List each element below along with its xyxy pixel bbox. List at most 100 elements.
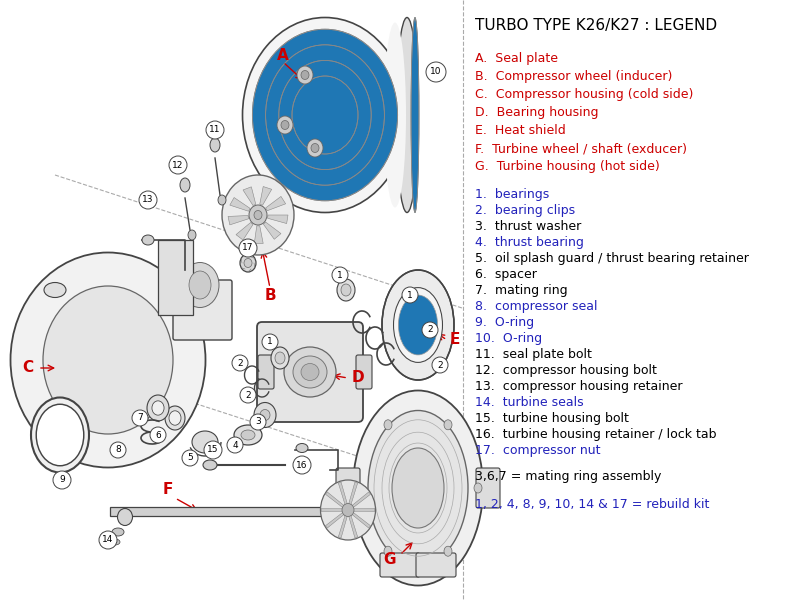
Text: 7.  mating ring: 7. mating ring xyxy=(475,284,568,297)
FancyBboxPatch shape xyxy=(476,468,500,508)
Ellipse shape xyxy=(260,409,270,421)
Polygon shape xyxy=(348,513,358,538)
Circle shape xyxy=(240,387,256,403)
Ellipse shape xyxy=(275,352,285,364)
Text: 6.  spacer: 6. spacer xyxy=(475,268,537,281)
Polygon shape xyxy=(266,196,286,211)
Text: 4: 4 xyxy=(232,440,238,449)
Ellipse shape xyxy=(292,76,358,154)
Polygon shape xyxy=(352,509,374,511)
Text: F: F xyxy=(163,482,173,497)
Circle shape xyxy=(53,471,71,489)
Ellipse shape xyxy=(474,483,482,493)
Ellipse shape xyxy=(293,356,327,388)
Text: 2: 2 xyxy=(237,358,243,367)
Text: 9: 9 xyxy=(59,475,65,485)
Text: 7: 7 xyxy=(137,413,143,422)
Circle shape xyxy=(293,456,311,474)
Ellipse shape xyxy=(44,283,66,298)
Ellipse shape xyxy=(368,410,468,565)
Polygon shape xyxy=(260,187,272,205)
Ellipse shape xyxy=(203,460,217,470)
Text: 17.  compressor nut: 17. compressor nut xyxy=(475,444,601,457)
Text: E: E xyxy=(450,332,460,347)
Ellipse shape xyxy=(384,22,406,208)
Ellipse shape xyxy=(181,263,219,307)
Ellipse shape xyxy=(192,431,218,453)
Circle shape xyxy=(99,531,117,549)
Text: A: A xyxy=(277,47,289,62)
Ellipse shape xyxy=(311,143,319,152)
Ellipse shape xyxy=(189,271,211,299)
Polygon shape xyxy=(322,509,344,511)
Ellipse shape xyxy=(353,391,483,586)
Text: 17: 17 xyxy=(242,244,254,253)
Ellipse shape xyxy=(252,29,398,201)
Text: 3: 3 xyxy=(255,418,261,427)
Text: 4.  thrust bearing: 4. thrust bearing xyxy=(475,236,584,249)
Ellipse shape xyxy=(254,403,276,427)
Circle shape xyxy=(139,191,157,209)
Ellipse shape xyxy=(281,121,289,130)
Ellipse shape xyxy=(241,430,255,440)
Polygon shape xyxy=(263,222,281,239)
Text: 13: 13 xyxy=(142,196,154,205)
Circle shape xyxy=(182,450,198,466)
Circle shape xyxy=(262,334,278,350)
Ellipse shape xyxy=(271,347,289,369)
Ellipse shape xyxy=(234,425,262,445)
Text: 10.  O-ring: 10. O-ring xyxy=(475,332,542,345)
Text: 16.  turbine housing retainer / lock tab: 16. turbine housing retainer / lock tab xyxy=(475,428,717,441)
Ellipse shape xyxy=(110,539,120,545)
Ellipse shape xyxy=(307,139,323,157)
Ellipse shape xyxy=(382,270,454,380)
Circle shape xyxy=(204,441,222,459)
Text: 1: 1 xyxy=(407,290,413,299)
Bar xyxy=(110,507,360,516)
Polygon shape xyxy=(348,482,358,507)
Polygon shape xyxy=(326,511,346,528)
Text: 8.  compressor seal: 8. compressor seal xyxy=(475,300,598,313)
Text: 2: 2 xyxy=(245,391,251,400)
Ellipse shape xyxy=(188,230,196,240)
Text: A.  Seal plate: A. Seal plate xyxy=(475,52,558,65)
Circle shape xyxy=(402,287,418,303)
Text: 1.  bearings: 1. bearings xyxy=(475,188,550,201)
Text: 15.  turbine housing bolt: 15. turbine housing bolt xyxy=(475,412,629,425)
Text: C.  Compressor housing (cold side): C. Compressor housing (cold side) xyxy=(475,88,694,101)
Text: TURBO TYPE K26/K27 : LEGEND: TURBO TYPE K26/K27 : LEGEND xyxy=(475,18,717,33)
Circle shape xyxy=(250,414,266,430)
Polygon shape xyxy=(243,187,256,205)
Text: 3.  thrust washer: 3. thrust washer xyxy=(475,220,582,233)
Ellipse shape xyxy=(444,546,452,556)
Ellipse shape xyxy=(398,295,438,355)
Text: C: C xyxy=(22,361,34,376)
Text: 3,6,7 = mating ring assembly: 3,6,7 = mating ring assembly xyxy=(475,470,662,483)
Ellipse shape xyxy=(394,287,442,362)
Text: 2: 2 xyxy=(427,325,433,335)
Circle shape xyxy=(227,437,243,453)
Ellipse shape xyxy=(444,420,452,430)
Ellipse shape xyxy=(169,411,181,425)
Text: 14: 14 xyxy=(102,535,114,545)
FancyBboxPatch shape xyxy=(258,355,274,389)
Ellipse shape xyxy=(321,480,375,540)
Ellipse shape xyxy=(396,17,418,212)
Bar xyxy=(158,240,193,315)
Text: 12.  compressor housing bolt: 12. compressor housing bolt xyxy=(475,364,657,377)
Ellipse shape xyxy=(342,503,354,517)
Polygon shape xyxy=(228,215,249,225)
Polygon shape xyxy=(350,492,370,509)
Ellipse shape xyxy=(165,406,185,430)
FancyBboxPatch shape xyxy=(416,553,456,577)
Text: E.  Heat shield: E. Heat shield xyxy=(475,124,566,137)
Polygon shape xyxy=(267,215,288,224)
Ellipse shape xyxy=(112,528,124,536)
Circle shape xyxy=(206,121,224,139)
Ellipse shape xyxy=(210,138,220,152)
Polygon shape xyxy=(236,223,253,240)
Text: 5.  oil splash guard / thrust bearing retainer: 5. oil splash guard / thrust bearing ret… xyxy=(475,252,749,265)
Text: 8: 8 xyxy=(115,445,121,455)
FancyBboxPatch shape xyxy=(380,553,420,577)
Circle shape xyxy=(426,62,446,82)
